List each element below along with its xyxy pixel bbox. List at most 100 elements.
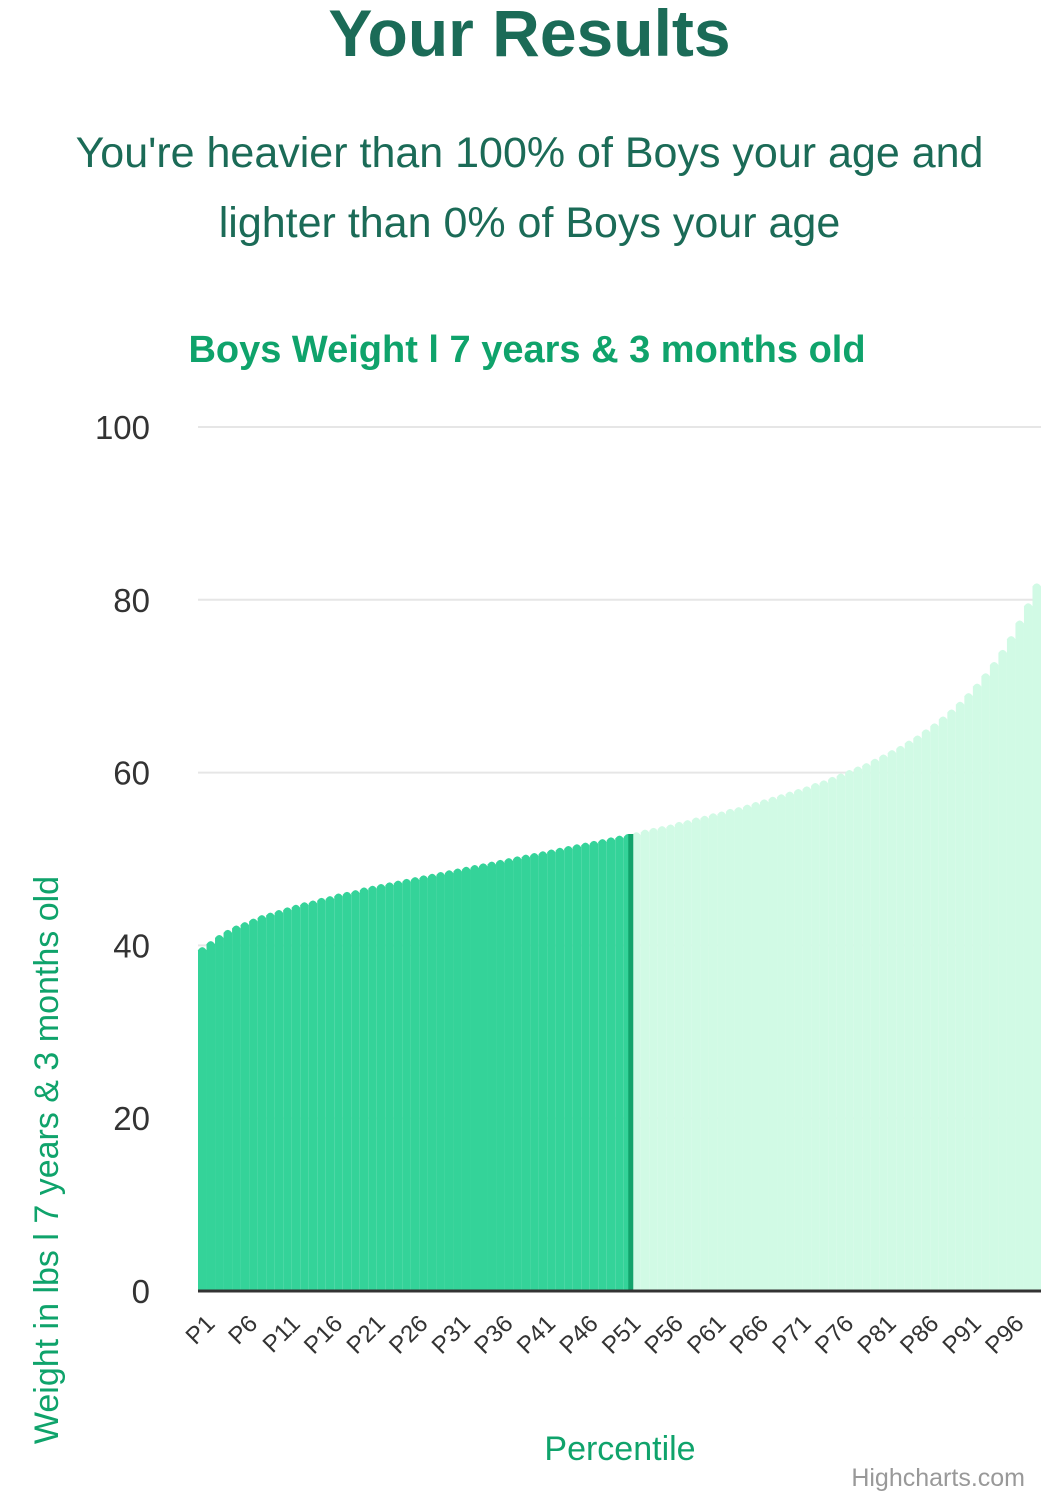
bar[interactable] [819,780,829,1291]
bar[interactable] [215,935,224,1291]
bar[interactable] [717,811,726,1291]
bar[interactable] [768,796,778,1291]
bar[interactable] [198,947,207,1291]
bar[interactable] [376,884,386,1291]
bar[interactable] [760,799,769,1291]
bar[interactable] [964,693,973,1291]
bar[interactable] [887,750,897,1291]
bar[interactable] [972,683,982,1291]
bar[interactable] [811,782,820,1291]
bar[interactable] [913,735,922,1291]
bar[interactable] [427,873,437,1291]
bar[interactable] [564,846,573,1291]
bar[interactable] [470,865,479,1291]
bar[interactable] [1032,583,1041,1291]
bar[interactable] [981,673,990,1291]
bar[interactable] [921,729,931,1291]
bar[interactable] [530,852,539,1291]
bar[interactable] [870,758,880,1291]
bar[interactable] [385,882,394,1291]
bar[interactable] [955,701,965,1291]
x-tick-label: P86 [895,1310,944,1359]
bar[interactable] [342,891,352,1291]
bar[interactable] [444,870,454,1291]
bar[interactable] [896,745,905,1291]
bar[interactable] [683,820,692,1291]
bar[interactable] [904,740,914,1291]
bar[interactable] [555,847,565,1291]
bar[interactable] [989,662,999,1291]
bar[interactable] [930,723,939,1291]
bar[interactable] [657,826,667,1291]
bar[interactable] [232,925,241,1291]
bar[interactable] [317,897,326,1291]
bar[interactable] [598,839,607,1291]
bar[interactable] [538,851,548,1291]
bar[interactable] [1006,636,1016,1291]
bar[interactable] [249,918,258,1291]
bar[interactable] [581,842,590,1291]
bar[interactable] [615,835,624,1291]
bar[interactable] [998,649,1007,1291]
bar[interactable] [436,871,445,1291]
bar[interactable] [725,808,735,1291]
bar[interactable] [206,941,216,1291]
bar[interactable] [572,844,582,1291]
bar[interactable] [547,849,556,1291]
bar[interactable] [300,902,309,1291]
bar[interactable] [734,807,743,1291]
bar[interactable] [674,821,684,1291]
bar[interactable] [274,909,284,1291]
bar[interactable] [853,766,863,1291]
bar[interactable] [521,854,531,1291]
bar[interactable] [1015,620,1024,1291]
bar[interactable] [862,763,871,1291]
bar[interactable] [708,813,718,1291]
bar[interactable] [308,900,318,1291]
bar[interactable] [257,915,267,1291]
bar[interactable] [504,858,514,1291]
bar[interactable] [461,866,471,1291]
bar[interactable] [751,801,760,1291]
bar[interactable] [487,861,497,1291]
bar[interactable] [777,794,786,1291]
bar[interactable] [479,863,488,1291]
bar[interactable] [240,922,250,1291]
bar[interactable] [666,824,675,1291]
bar[interactable] [794,789,803,1291]
bar[interactable] [640,829,650,1291]
bar[interactable] [828,776,837,1291]
bar[interactable] [632,832,641,1291]
bar[interactable] [1023,603,1033,1291]
bar[interactable] [649,827,658,1291]
bar[interactable] [359,887,369,1291]
bar[interactable] [291,904,301,1291]
bar[interactable] [266,912,275,1291]
bar[interactable] [938,716,948,1291]
bar[interactable] [393,880,403,1291]
bar[interactable] [742,804,752,1291]
bar[interactable] [334,893,343,1291]
bar[interactable] [283,907,292,1291]
bar[interactable] [802,786,812,1291]
bar[interactable] [785,791,795,1291]
bar[interactable] [606,837,616,1291]
bar[interactable] [410,877,420,1291]
bar[interactable] [879,754,888,1291]
bar[interactable] [351,890,360,1291]
bar[interactable] [453,868,462,1291]
bar[interactable] [947,709,956,1291]
bar[interactable] [845,770,854,1291]
bar[interactable] [325,896,335,1291]
bar[interactable] [368,885,377,1291]
bar[interactable] [496,859,505,1291]
bar[interactable] [223,929,233,1291]
bar[interactable] [589,840,599,1291]
highcharts-credit[interactable]: Highcharts.com [851,1464,1025,1492]
bar[interactable] [402,878,411,1291]
bar[interactable] [513,856,522,1291]
bar[interactable] [836,773,846,1291]
bar[interactable] [419,875,428,1291]
bar[interactable] [691,817,701,1291]
bar[interactable] [700,815,709,1291]
